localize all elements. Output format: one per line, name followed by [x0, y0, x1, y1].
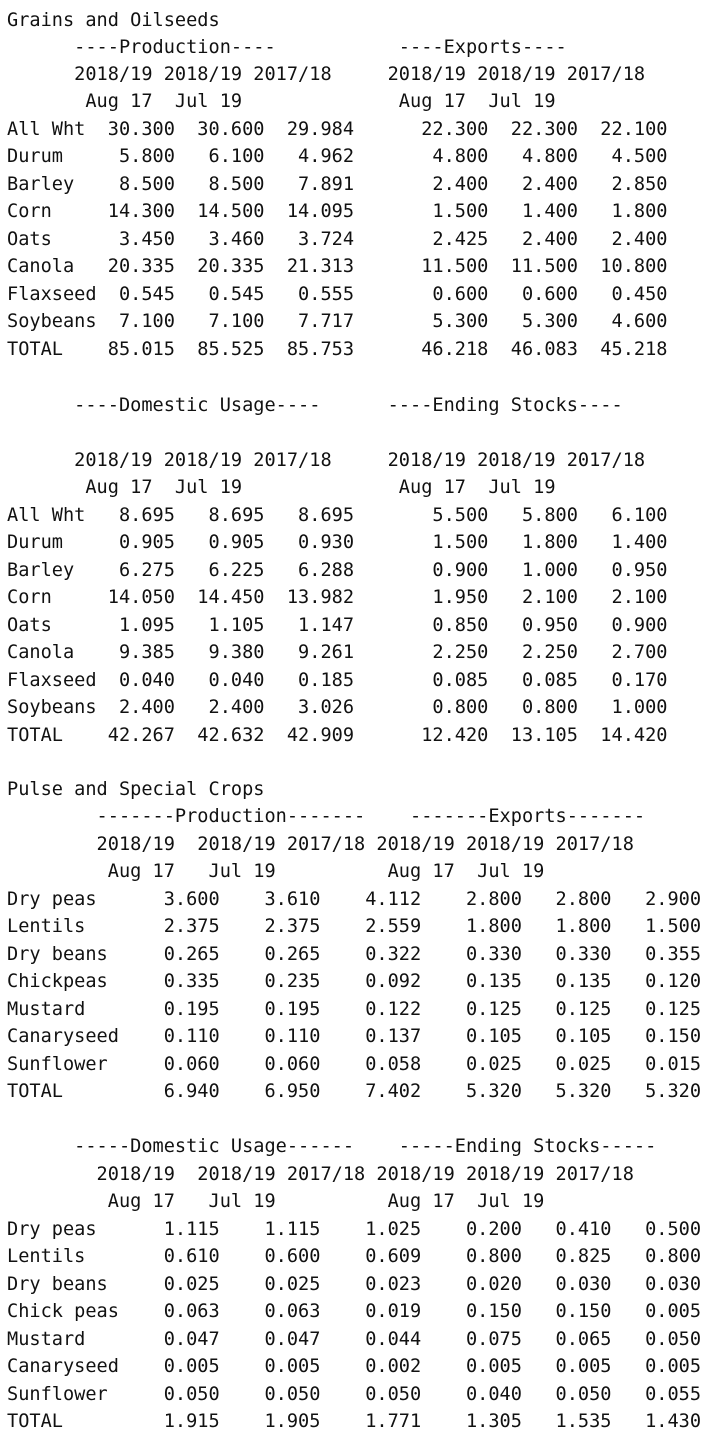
- text-line: Mustard 0.195 0.195 0.122 0.125 0.125 0.…: [7, 999, 702, 1020]
- text-line: 2018/19 2018/19 2017/18 2018/19 2018/19 …: [7, 834, 634, 855]
- text-line: Dry peas 1.115 1.115 1.025 0.200 0.410 0…: [7, 1219, 702, 1240]
- text-line: -------Production------- -------Exports-…: [7, 806, 646, 827]
- text-line: Sunflower 0.060 0.060 0.058 0.025 0.025 …: [7, 1054, 702, 1075]
- text-line: Canola 9.385 9.380 9.261 2.250 2.250 2.7…: [7, 642, 668, 663]
- text-line: Corn 14.050 14.450 13.982 1.950 2.100 2.…: [7, 587, 668, 608]
- text-line: Corn 14.300 14.500 14.095 1.500 1.400 1.…: [7, 201, 668, 222]
- text-line: TOTAL 85.015 85.525 85.753 46.218 46.083…: [7, 339, 668, 360]
- text-line: Durum 0.905 0.905 0.930 1.500 1.800 1.40…: [7, 532, 668, 553]
- text-line: ----Production---- ----Exports----: [7, 37, 567, 58]
- text-line: Lentils 2.375 2.375 2.559 1.800 1.800 1.…: [7, 916, 702, 937]
- text-line: -----Domestic Usage------ -----Ending St…: [7, 1136, 657, 1157]
- text-line: Oats 3.450 3.460 3.724 2.425 2.400 2.400: [7, 229, 668, 250]
- text-line: Dry beans 0.265 0.265 0.322 0.330 0.330 …: [7, 944, 702, 965]
- text-line: Chick peas 0.063 0.063 0.019 0.150 0.150…: [7, 1301, 702, 1322]
- text-line: Lentils 0.610 0.600 0.609 0.800 0.825 0.…: [7, 1246, 702, 1267]
- text-line: TOTAL 42.267 42.632 42.909 12.420 13.105…: [7, 725, 668, 746]
- text-line: Mustard 0.047 0.047 0.044 0.075 0.065 0.…: [7, 1329, 702, 1350]
- text-line: Aug 17 Jul 19 Aug 17 Jul 19: [7, 91, 556, 112]
- text-line: Canaryseed 0.110 0.110 0.137 0.105 0.105…: [7, 1026, 702, 1047]
- text-line: TOTAL 6.940 6.950 7.402 5.320 5.320 5.32…: [7, 1081, 702, 1102]
- text-line: Canaryseed 0.005 0.005 0.002 0.005 0.005…: [7, 1356, 702, 1377]
- text-line: ----Domestic Usage---- ----Ending Stocks…: [7, 395, 623, 416]
- text-line: Canola 20.335 20.335 21.313 11.500 11.50…: [7, 256, 668, 277]
- text-line: Pulse and Special Crops: [7, 779, 265, 800]
- text-line: Chickpeas 0.335 0.235 0.092 0.135 0.135 …: [7, 971, 702, 992]
- text-line: Barley 8.500 8.500 7.891 2.400 2.400 2.8…: [7, 174, 668, 195]
- text-line: 2018/19 2018/19 2017/18 2018/19 2018/19 …: [7, 64, 646, 85]
- text-line: TOTAL 1.915 1.905 1.771 1.305 1.535 1.43…: [7, 1411, 702, 1432]
- text-line: Durum 5.800 6.100 4.962 4.800 4.800 4.50…: [7, 146, 668, 167]
- text-line: Dry beans 0.025 0.025 0.023 0.020 0.030 …: [7, 1274, 702, 1295]
- text-line: Flaxseed 0.040 0.040 0.185 0.085 0.085 0…: [7, 670, 668, 691]
- text-line: Sunflower 0.050 0.050 0.050 0.040 0.050 …: [7, 1384, 702, 1405]
- text-line: 2018/19 2018/19 2017/18 2018/19 2018/19 …: [7, 450, 646, 471]
- text-line: Flaxseed 0.545 0.545 0.555 0.600 0.600 0…: [7, 284, 668, 305]
- text-line: All Wht 30.300 30.600 29.984 22.300 22.3…: [7, 119, 668, 140]
- text-line: Dry peas 3.600 3.610 4.112 2.800 2.800 2…: [7, 889, 702, 910]
- text-line: Barley 6.275 6.225 6.288 0.900 1.000 0.9…: [7, 560, 668, 581]
- text-line: Aug 17 Jul 19 Aug 17 Jul 19: [7, 1191, 545, 1212]
- text-line: Aug 17 Jul 19 Aug 17 Jul 19: [7, 861, 545, 882]
- text-line: Soybeans 2.400 2.400 3.026 0.800 0.800 1…: [7, 697, 668, 718]
- text-line: Oats 1.095 1.105 1.147 0.850 0.950 0.900: [7, 615, 668, 636]
- text-line: All Wht 8.695 8.695 8.695 5.500 5.800 6.…: [7, 505, 668, 526]
- text-line: Grains and Oilseeds: [7, 10, 220, 31]
- text-line: 2018/19 2018/19 2017/18 2018/19 2018/19 …: [7, 1164, 634, 1185]
- text-line: Aug 17 Jul 19 Aug 17 Jul 19: [7, 477, 556, 498]
- text-line: Soybeans 7.100 7.100 7.717 5.300 5.300 4…: [7, 311, 668, 332]
